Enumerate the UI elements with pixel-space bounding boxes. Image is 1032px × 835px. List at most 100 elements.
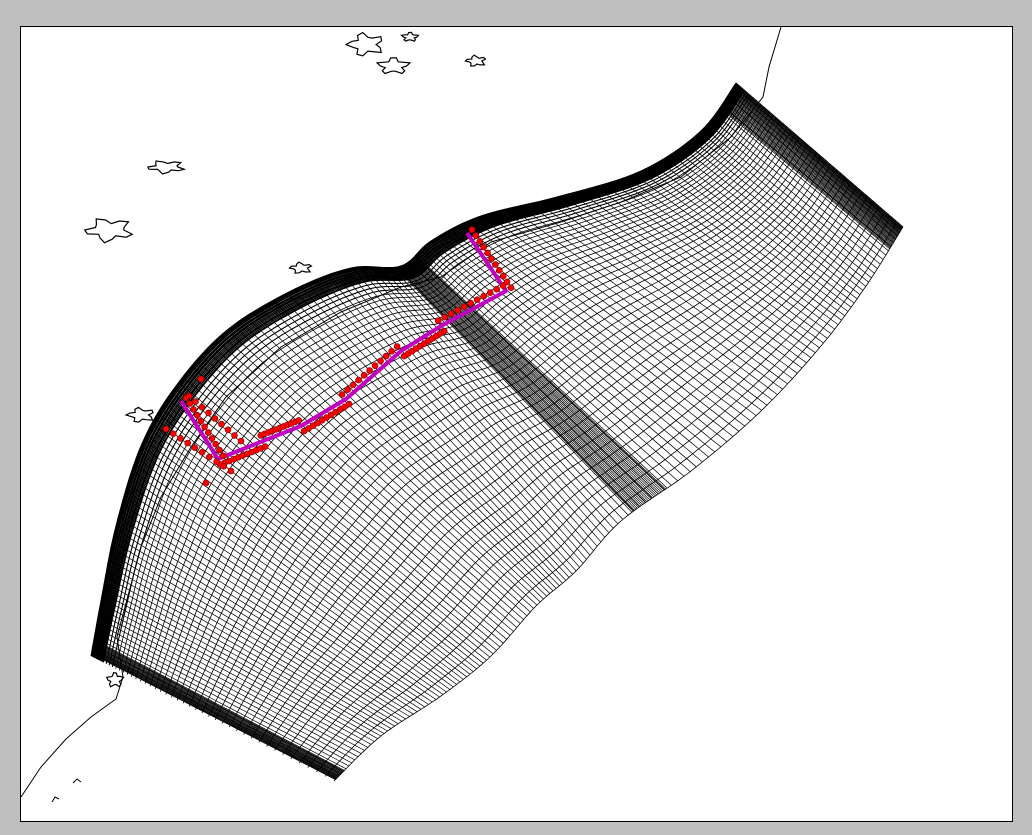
sample-point xyxy=(213,458,220,466)
grid-line-along xyxy=(324,221,898,777)
sample-point xyxy=(177,434,184,442)
sample-points xyxy=(162,226,515,487)
grid-line-along xyxy=(298,206,880,764)
sample-point xyxy=(216,446,223,454)
grid-line-along xyxy=(176,133,796,701)
sample-point xyxy=(162,425,170,433)
grid-line-cross xyxy=(123,497,433,703)
grid-line-along xyxy=(188,140,804,707)
sample-point xyxy=(503,278,511,286)
sample-point xyxy=(467,299,475,307)
sample-point xyxy=(454,306,462,314)
sample-point xyxy=(355,376,362,384)
sample-point xyxy=(206,453,213,461)
sample-point xyxy=(295,417,303,424)
grid-line-along xyxy=(290,201,874,760)
grid-line-along xyxy=(307,211,886,768)
grid-line-cross xyxy=(129,477,444,695)
sample-point xyxy=(338,391,346,398)
sample-point xyxy=(484,249,491,257)
grid-line-along xyxy=(266,186,858,747)
lake-outline xyxy=(147,160,187,175)
coastline-segment xyxy=(72,778,82,784)
coastline xyxy=(21,27,782,803)
lake-outline xyxy=(344,31,383,57)
ship-track-line xyxy=(179,231,508,461)
grid-line-along xyxy=(135,109,768,680)
sample-point xyxy=(499,282,507,290)
grid-line-along xyxy=(91,83,738,657)
grid-line-along xyxy=(115,97,754,669)
sample-point xyxy=(360,371,368,379)
grid-line-along xyxy=(93,84,739,658)
sample-point xyxy=(486,289,494,297)
grid-line-along xyxy=(122,101,759,673)
sample-point xyxy=(205,429,212,436)
grid-line-along xyxy=(243,173,842,735)
grid-line-along xyxy=(274,191,863,751)
sample-point xyxy=(197,417,205,425)
sample-point xyxy=(493,285,501,293)
sample-point xyxy=(460,303,468,311)
sample-point xyxy=(190,406,197,413)
sample-point xyxy=(345,400,353,408)
sample-point xyxy=(202,479,210,487)
grid-line-along xyxy=(171,130,792,698)
grid-line-along xyxy=(97,86,742,660)
grid-line-along xyxy=(258,182,852,743)
grid-line-cross xyxy=(415,254,668,489)
grid-line-cross xyxy=(399,266,638,509)
sample-point xyxy=(499,272,507,280)
grid-line-along xyxy=(131,106,765,677)
grid-line-cross xyxy=(414,255,666,490)
sample-point xyxy=(237,437,245,445)
grid-line-along xyxy=(105,91,747,664)
grid-line-along xyxy=(99,88,743,661)
sample-point xyxy=(441,313,449,321)
grid-line-along xyxy=(102,89,745,663)
sample-point xyxy=(191,444,199,452)
sample-point xyxy=(377,357,384,365)
grid-line-along xyxy=(108,93,749,666)
grid-line-along xyxy=(333,226,904,782)
sample-point xyxy=(473,296,481,304)
sample-point xyxy=(197,375,205,383)
sample-point xyxy=(198,403,206,411)
lake-outline xyxy=(464,54,487,67)
sample-point xyxy=(440,327,448,335)
sample-point xyxy=(393,343,401,350)
sample-point xyxy=(371,362,379,370)
sample-point xyxy=(186,400,194,407)
grid-line-along xyxy=(126,104,762,675)
sample-point xyxy=(382,352,390,360)
grid-line-cross xyxy=(369,266,610,533)
lake-outline xyxy=(124,406,154,423)
sample-point xyxy=(344,386,351,394)
grid-line-along xyxy=(144,114,774,684)
sample-point xyxy=(220,462,228,470)
grid-line-along xyxy=(154,120,781,690)
lake-outline xyxy=(288,261,313,274)
sample-point xyxy=(388,347,395,355)
sample-point xyxy=(208,435,216,442)
sample-point xyxy=(224,426,232,434)
grid-line-along xyxy=(208,152,818,717)
sample-point xyxy=(231,432,238,439)
grid-line-cross xyxy=(182,376,504,644)
map-frame xyxy=(20,26,1013,822)
grid-line-along xyxy=(316,216,892,773)
sample-point xyxy=(211,415,219,422)
lake-outline xyxy=(375,57,412,75)
sample-point xyxy=(480,292,488,300)
grid-line-along xyxy=(119,99,756,671)
grid-line-along xyxy=(92,83,738,658)
lake-outline xyxy=(105,671,125,688)
sample-point xyxy=(212,440,219,448)
sample-point xyxy=(192,398,199,405)
grid-line-along xyxy=(93,84,739,658)
curvilinear-model-grid xyxy=(90,82,904,782)
grid-line-cross xyxy=(140,445,461,683)
grid-line-along xyxy=(98,87,743,661)
sample-point xyxy=(480,243,488,251)
grid-line-along xyxy=(236,168,837,731)
